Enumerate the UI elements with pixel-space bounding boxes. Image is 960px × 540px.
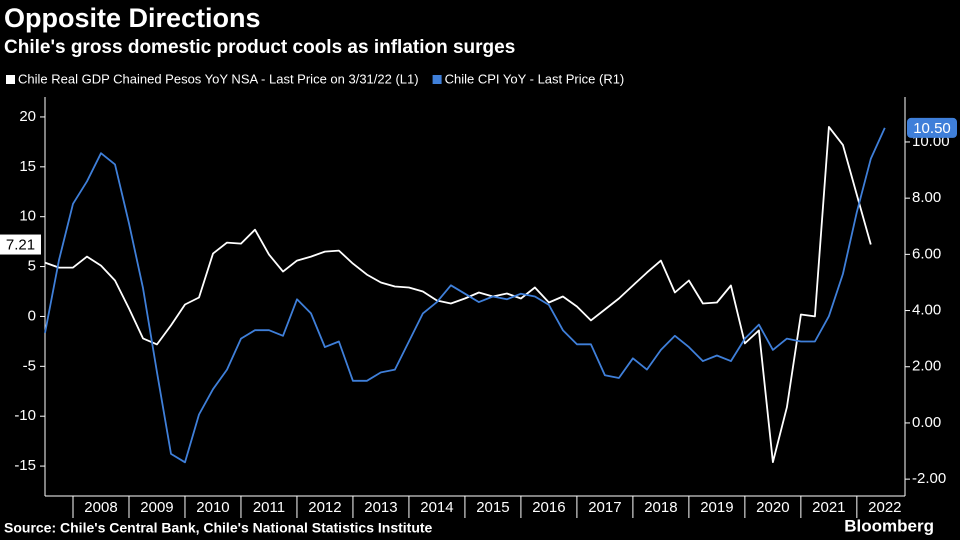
x-tick-label: 2008 xyxy=(84,499,117,516)
last-value-box xyxy=(907,117,957,138)
x-tick-label: 2015 xyxy=(476,499,509,516)
x-tick-label: 2020 xyxy=(756,499,789,516)
y2-tick-label: 6.00 xyxy=(912,245,941,262)
y-tick-label: 10 xyxy=(19,208,36,225)
y2-tick-label: 0.00 xyxy=(912,414,941,431)
y2-tick-label: 4.00 xyxy=(912,302,941,319)
legend-label: Chile Real GDP Chained Pesos YoY NSA - L… xyxy=(18,71,419,86)
x-tick-label: 2011 xyxy=(253,499,285,516)
legend: Chile Real GDP Chained Pesos YoY NSA - L… xyxy=(6,71,624,86)
legend-label: Chile CPI YoY - Last Price (R1) xyxy=(445,71,625,86)
x-tick-label: 2016 xyxy=(532,499,565,516)
x-tick-label: 2021 xyxy=(812,499,845,516)
x-tick-label: 2012 xyxy=(308,499,341,516)
x-tick-label: 2010 xyxy=(196,499,229,516)
x-tick-label: 2009 xyxy=(140,499,173,516)
y2-tick-label: -2.00 xyxy=(912,470,946,487)
legend-swatch xyxy=(6,75,15,84)
y2-tick-label: 2.00 xyxy=(912,358,941,375)
y-tick-label: -5 xyxy=(23,357,36,374)
series-line xyxy=(44,127,886,464)
x-tick-label: 2017 xyxy=(588,499,621,516)
y-tick-label: 15 xyxy=(19,158,36,175)
y-tick-label: 20 xyxy=(19,108,36,125)
y-tick-label: -10 xyxy=(14,407,36,424)
series-line xyxy=(44,126,872,463)
x-tick-label: 2022 xyxy=(868,499,901,516)
y-tick-label: 5 xyxy=(28,258,36,275)
last-value-box xyxy=(0,234,41,255)
y-tick-label: 0 xyxy=(28,307,36,324)
y-tick-label: -15 xyxy=(14,457,36,474)
x-tick-label: 2014 xyxy=(420,499,453,516)
chart-subtitle: Chile's gross domestic product cools as … xyxy=(4,37,515,58)
chart-title: Opposite Directions xyxy=(4,3,261,33)
legend-swatch xyxy=(432,75,442,84)
last-value-label: 10.50 xyxy=(913,120,951,137)
x-tick-label: 2013 xyxy=(364,499,397,516)
last-value-label: 7.21 xyxy=(6,236,35,253)
brand: Bloomberg xyxy=(844,516,934,535)
x-tick-label: 2019 xyxy=(700,499,733,516)
source: Source: Chile's Central Bank, Chile's Na… xyxy=(4,520,433,536)
y2-tick-label: 8.00 xyxy=(912,189,941,206)
x-tick-label: 2018 xyxy=(644,499,677,516)
